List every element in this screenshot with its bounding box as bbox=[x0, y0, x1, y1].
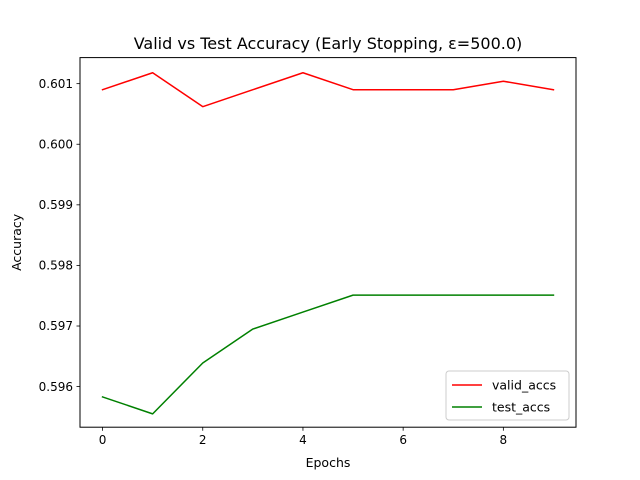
x-tick-label: 4 bbox=[299, 433, 307, 447]
y-tick-label: 0.597 bbox=[39, 319, 73, 333]
y-axis-ticks: 0.596 0.597 0.598 0.599 0.600 0.601 bbox=[39, 77, 80, 394]
y-tick-label: 0.601 bbox=[39, 77, 73, 91]
legend: valid_accs test_accs bbox=[445, 370, 570, 421]
x-tick-label: 8 bbox=[500, 433, 508, 447]
x-tick-label: 2 bbox=[199, 433, 207, 447]
x-tick-label: 6 bbox=[399, 433, 407, 447]
series-lines bbox=[101, 72, 555, 415]
y-tick-label: 0.598 bbox=[39, 259, 73, 273]
y-tick-label: 0.596 bbox=[39, 380, 73, 394]
x-tick-label: 0 bbox=[99, 433, 107, 447]
x-axis-label: Epochs bbox=[306, 455, 351, 470]
x-axis-ticks: 0 2 4 6 8 bbox=[99, 427, 507, 447]
y-tick-label: 0.600 bbox=[39, 137, 73, 151]
y-tick-label: 0.599 bbox=[39, 198, 73, 212]
plot-frame bbox=[79, 57, 577, 428]
legend-label-valid-accs: valid_accs bbox=[492, 378, 556, 393]
chart-title: Valid vs Test Accuracy (Early Stopping, … bbox=[134, 34, 523, 53]
series-line-test-accs bbox=[101, 294, 555, 415]
legend-label-test-accs: test_accs bbox=[492, 400, 550, 415]
y-axis-label: Accuracy bbox=[9, 213, 24, 271]
series-line-valid-accs bbox=[101, 72, 555, 108]
